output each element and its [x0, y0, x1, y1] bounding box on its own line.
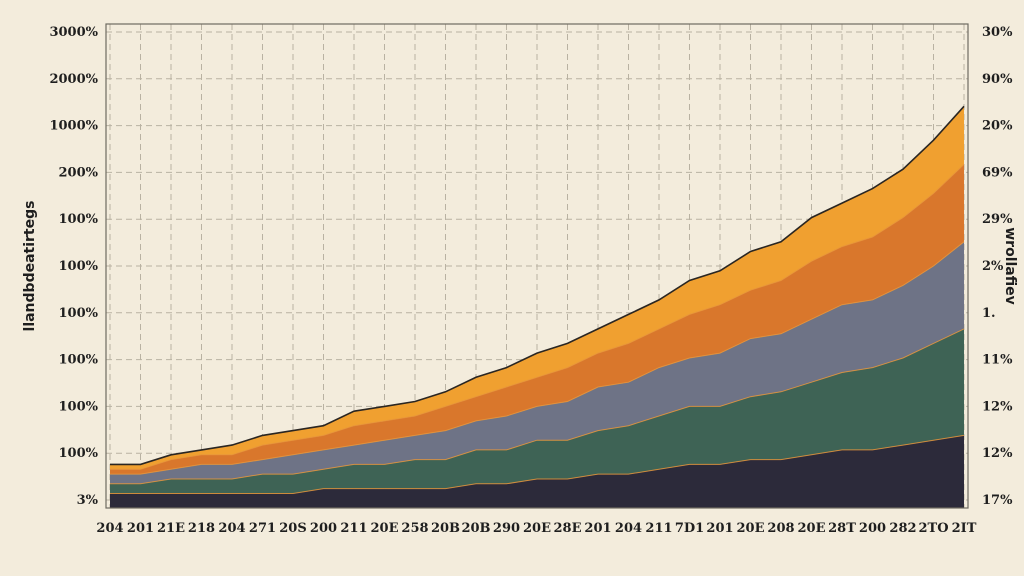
- x-tick-label: 204: [615, 521, 642, 536]
- left-axis-ticks: 3000% 2000% 1000% 200% 100% 100% 100% 100% 100% 1…: [49, 25, 98, 508]
- series-area-3: [110, 241, 964, 484]
- x-tick-label: 218: [188, 521, 215, 536]
- y-tick-left-label: 100%: [59, 446, 99, 461]
- x-tick-label: 201: [127, 521, 154, 536]
- x-tick-label: 211: [340, 521, 367, 536]
- y-tick-left-label: 200%: [59, 165, 99, 180]
- x-tick-label: 208: [767, 521, 794, 536]
- x-tick-label: 211: [645, 521, 672, 536]
- x-tick-label: 204: [218, 521, 245, 536]
- right-axis-title: wrollafiev: [1002, 227, 1018, 305]
- series-area-2: [110, 328, 964, 494]
- series-top-line-1: [110, 434, 965, 494]
- x-tick-label: 20E: [798, 521, 826, 536]
- x-tick-label: 290: [493, 521, 520, 536]
- y-tick-left-label: 100%: [59, 212, 99, 227]
- x-tick-label: 20E: [371, 521, 399, 536]
- x-tick-label: 2IT: [952, 521, 977, 536]
- y-tick-right-label: 17%: [982, 493, 1013, 508]
- x-tick-label: 200: [310, 521, 337, 536]
- y-tick-right-label: 12%: [982, 399, 1013, 414]
- series-lines: [110, 105, 965, 494]
- y-tick-right-label: 11%: [982, 353, 1013, 368]
- x-tick-label: 282: [889, 521, 916, 536]
- y-tick-right-label: 2%: [982, 259, 1004, 274]
- x-tick-label: 204: [96, 521, 123, 536]
- series-top-line-4: [110, 164, 965, 470]
- x-axis-ticks: 204 201 21E 218 204 271 20S 200 211 20E 258 20B 20B 2…: [96, 521, 976, 536]
- y-tick-right-label: 30%: [982, 25, 1013, 40]
- y-tick-left-label: 1000%: [49, 119, 98, 134]
- y-tick-left-label: 100%: [59, 399, 99, 414]
- y-tick-left-label: 100%: [59, 259, 99, 274]
- y-tick-right-label: 90%: [982, 72, 1013, 87]
- y-tick-left-label: 3%: [77, 493, 99, 508]
- y-tick-left-label: 100%: [59, 353, 99, 368]
- series-top-line-5: [110, 105, 965, 466]
- x-tick-label: 2TO: [918, 521, 948, 536]
- series-area-4: [110, 164, 964, 475]
- x-tick-label: 20S: [279, 521, 306, 536]
- y-tick-left-label: 100%: [59, 306, 99, 321]
- x-tick-label: 258: [401, 521, 428, 536]
- x-tick-label: 201: [584, 521, 611, 536]
- x-tick-label: 20E: [737, 521, 765, 536]
- x-tick-label: 7D1: [675, 521, 704, 536]
- x-tick-label: 20B: [431, 521, 460, 536]
- y-tick-right-label: 29%: [982, 212, 1013, 227]
- plot-frame: [105, 23, 969, 509]
- series-area-1: [110, 435, 964, 508]
- x-tick-label: 200: [859, 521, 886, 536]
- y-tick-left-label: 2000%: [49, 72, 98, 87]
- y-tick-right-label: 12%: [982, 446, 1013, 461]
- y-tick-right-label: 1.: [982, 306, 996, 321]
- x-tick-label: 28E: [554, 521, 582, 536]
- y-tick-right-label: 20%: [982, 119, 1013, 134]
- x-tick-label: 28T: [828, 521, 856, 536]
- x-tick-label: 20E: [523, 521, 551, 536]
- y-tick-left-label: 3000%: [49, 25, 98, 40]
- series-areas: [110, 106, 964, 508]
- series-top-line-3: [110, 241, 965, 475]
- y-tick-right-label: 69%: [982, 165, 1013, 180]
- right-axis-ticks: 30% 90% 20% 69% 29% 2% 1. 11% 12% 12% 17%: [982, 25, 1013, 508]
- x-tick-label: 271: [249, 521, 276, 536]
- x-tick-label: 201: [706, 521, 733, 536]
- left-axis-title: llandbdeatirtegs: [22, 201, 38, 332]
- x-tick-label: 20B: [461, 521, 490, 536]
- series-top-line-2: [110, 328, 965, 485]
- x-tick-label: 21E: [157, 521, 185, 536]
